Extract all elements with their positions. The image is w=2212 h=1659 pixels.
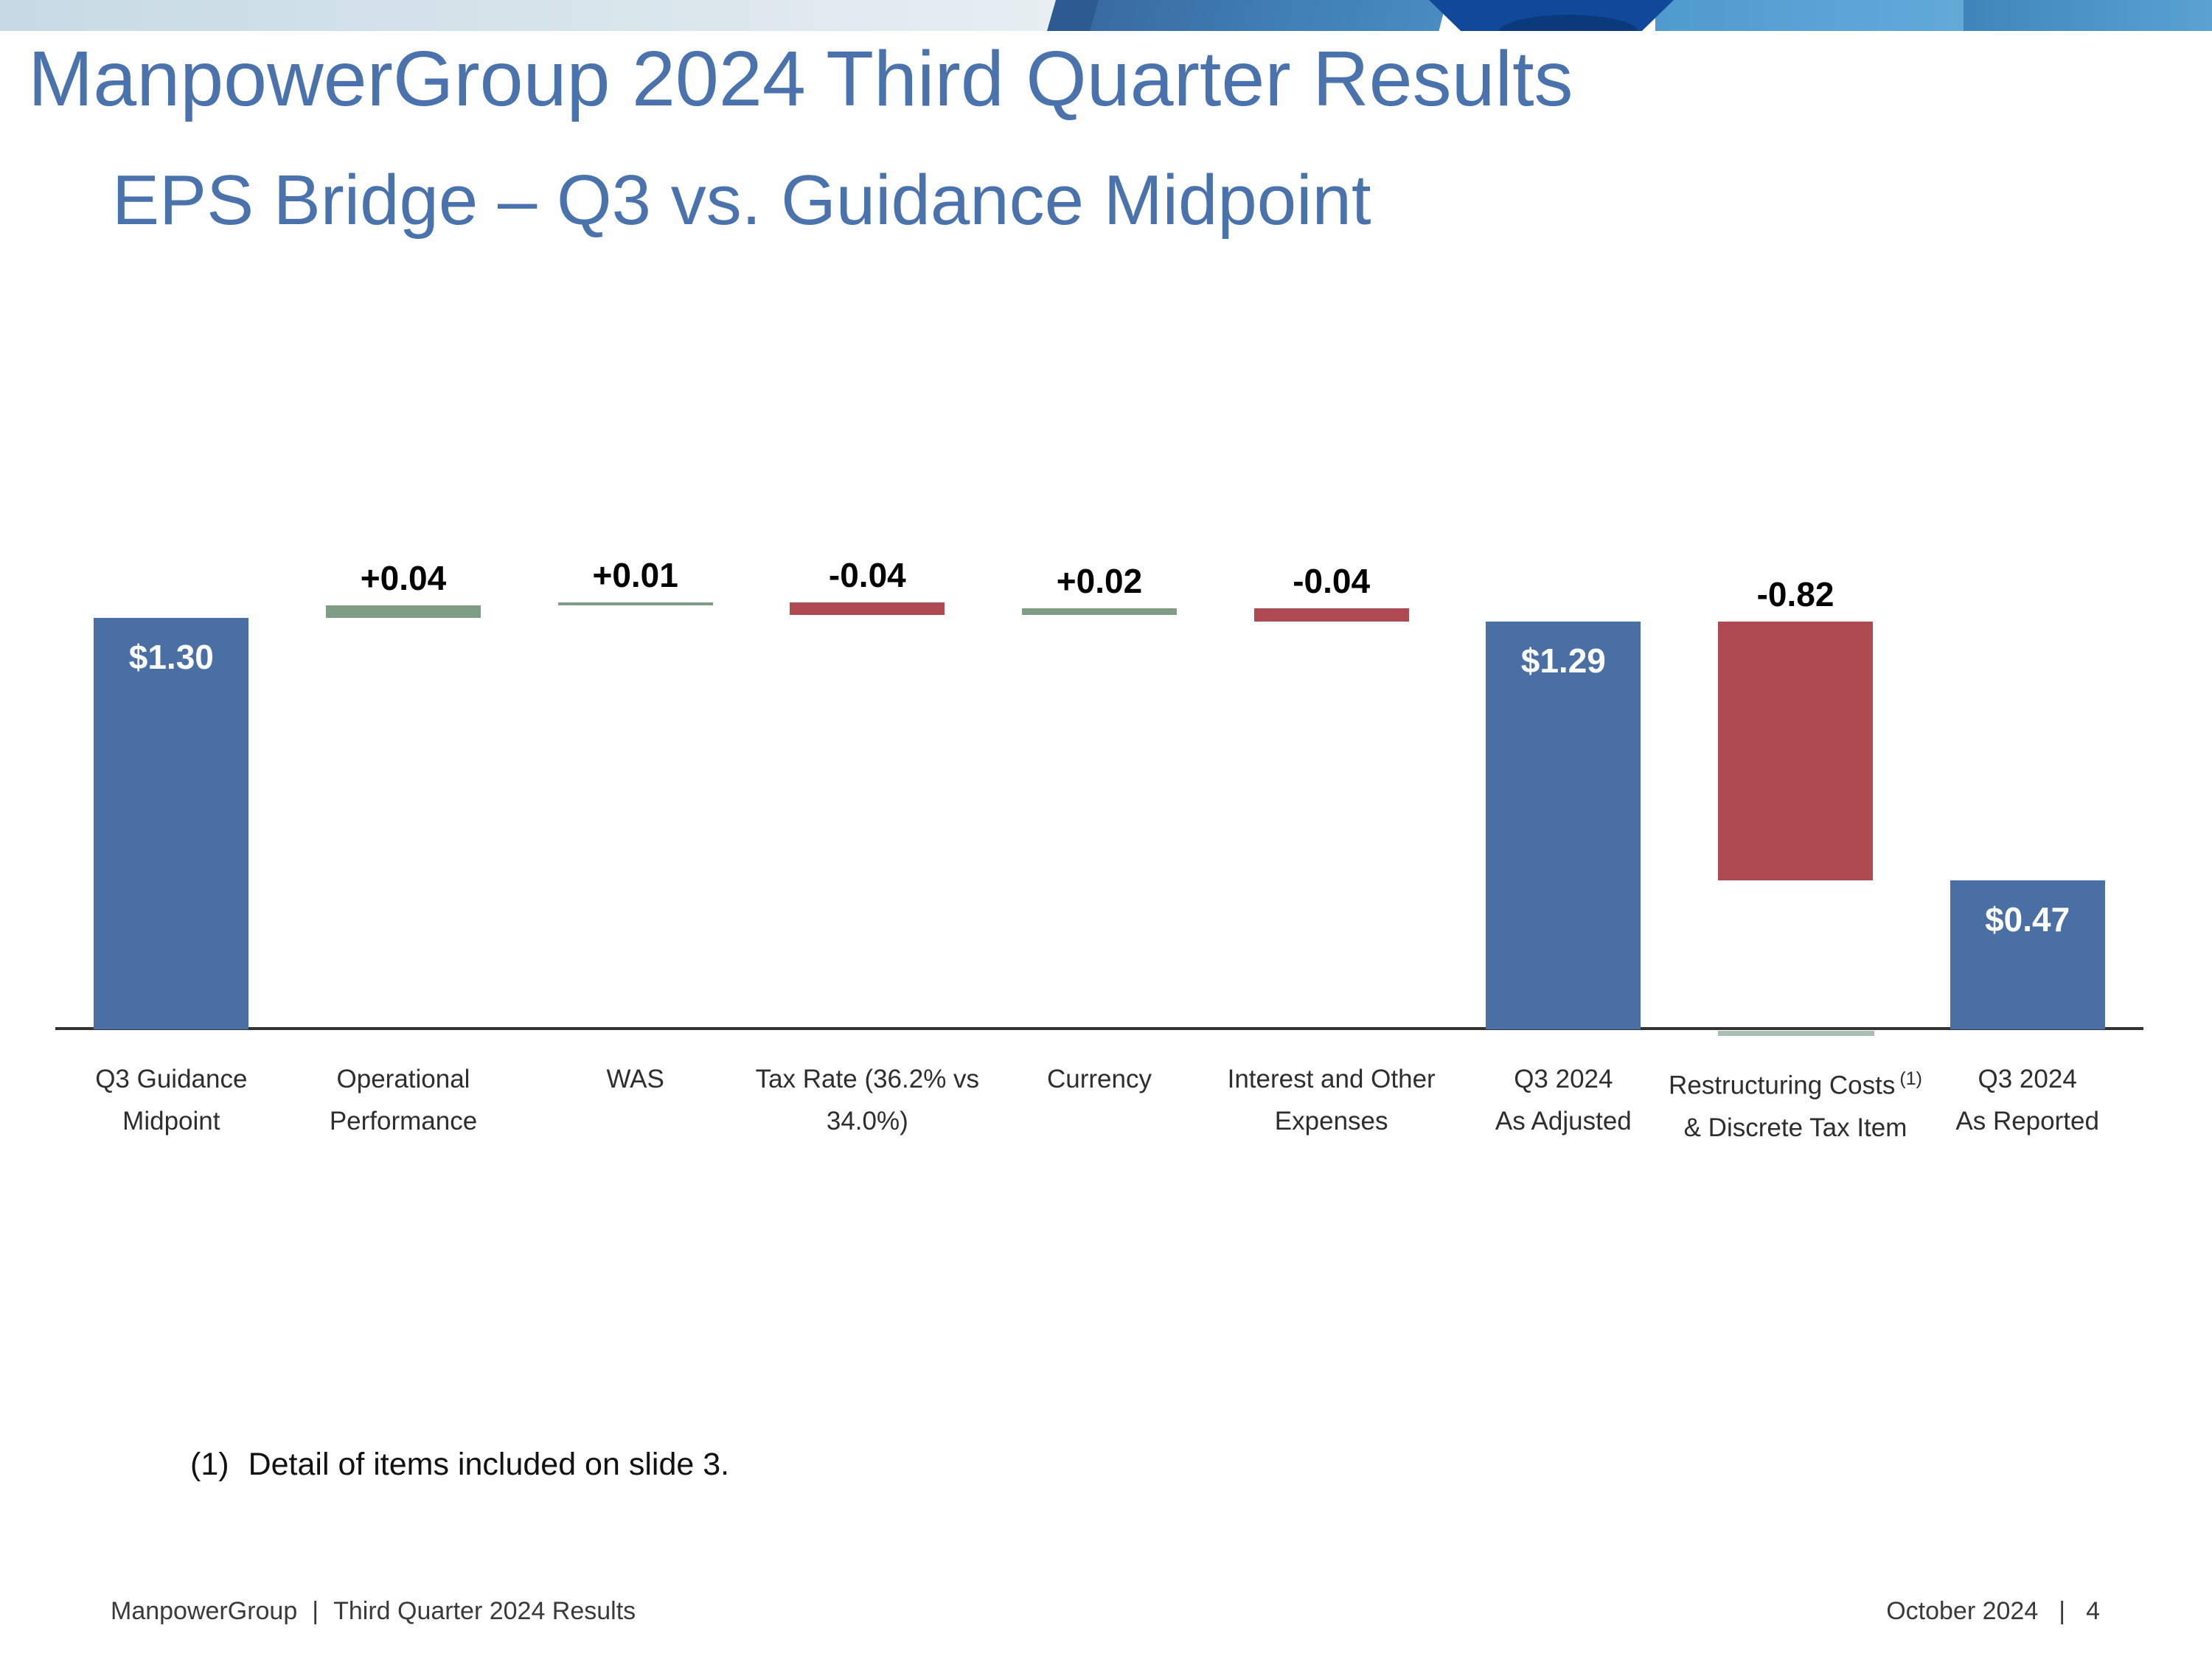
waterfall-bar-4 <box>790 602 945 615</box>
waterfall-bar-1: $1.30 <box>94 618 249 1029</box>
footer-left: ManpowerGroup | Third Quarter 2024 Results <box>111 1597 636 1626</box>
waterfall-bar-2 <box>326 605 481 619</box>
footnote-marker: (1) <box>190 1447 229 1482</box>
axis-category-label: Tax Rate (36.2% vs 34.0%) <box>755 1065 980 1135</box>
axis-category-label: WAS <box>606 1065 664 1093</box>
bar-value-label-floating: -0.82 <box>1756 574 1834 613</box>
axis-category-label: Restructuring Costs (1) & Discrete Tax Ite… <box>1669 1068 1922 1142</box>
bar-value-label-floating: +0.04 <box>360 559 447 598</box>
waterfall-bar-7: $1.29 <box>1486 621 1641 1029</box>
waterfall-bar-9: $0.47 <box>1950 880 2105 1029</box>
footer-page-number: 4 <box>2086 1597 2100 1625</box>
page-title: ManpowerGroup 2024 Third Quarter Results <box>28 35 1573 122</box>
banner-dark-curve <box>1497 15 1640 31</box>
x-axis-line <box>55 1027 2143 1030</box>
footer-company: ManpowerGroup <box>111 1597 298 1625</box>
bar-value-label-inside: $0.47 <box>1985 900 2070 939</box>
footer-date: October 2024 <box>1886 1597 2039 1625</box>
axis-category-label: Operational Performance <box>329 1065 478 1135</box>
waterfall-bar-8 <box>1718 621 1873 881</box>
bar-value-label-floating: +0.01 <box>592 555 678 594</box>
waterfall-bar-3 <box>557 602 713 606</box>
waterfall-bar-5 <box>1022 608 1177 615</box>
axis-category-label: Q3 2024 As Adjusted <box>1495 1065 1632 1135</box>
footer-left-separator: | <box>312 1597 319 1625</box>
footer-right-separator: | <box>2059 1597 2066 1625</box>
bar-value-label-inside: $1.30 <box>128 638 214 677</box>
banner-light-segment <box>0 0 1088 31</box>
footnote-text: Detail of items included on slide 3. <box>248 1447 730 1482</box>
banner-right-blue-segment <box>1964 0 2212 31</box>
restructuring-baseline-mark <box>1718 1031 1874 1036</box>
footnote-marker-sup: (1) <box>1899 1068 1922 1089</box>
axis-category-label: Q3 2024 As Reported <box>1955 1065 2099 1135</box>
top-banner-graphic <box>0 0 2212 31</box>
bar-value-label-floating: -0.04 <box>1293 562 1371 601</box>
axis-category-label: Q3 Guidance Midpoint <box>95 1065 248 1135</box>
banner-sky-blue-segment <box>1655 0 2006 31</box>
bar-value-label-floating: +0.02 <box>1056 562 1143 601</box>
footer-right: October 2024 | 4 <box>1886 1597 2100 1626</box>
waterfall-bar-6 <box>1253 608 1409 622</box>
footer-left-text: Third Quarter 2024 Results <box>333 1597 636 1625</box>
axis-category-label: Currency <box>1047 1065 1152 1093</box>
bar-value-label-floating: -0.04 <box>828 555 906 594</box>
banner-navy-segment <box>1429 0 1674 31</box>
axis-category-label: Interest and Other Expenses <box>1227 1065 1436 1135</box>
bar-value-label-inside: $1.29 <box>1520 641 1606 680</box>
footnote: (1) Detail of items included on slide 3. <box>190 1447 729 1483</box>
page-subtitle: EPS Bridge – Q3 vs. Guidance Midpoint <box>112 161 1371 240</box>
